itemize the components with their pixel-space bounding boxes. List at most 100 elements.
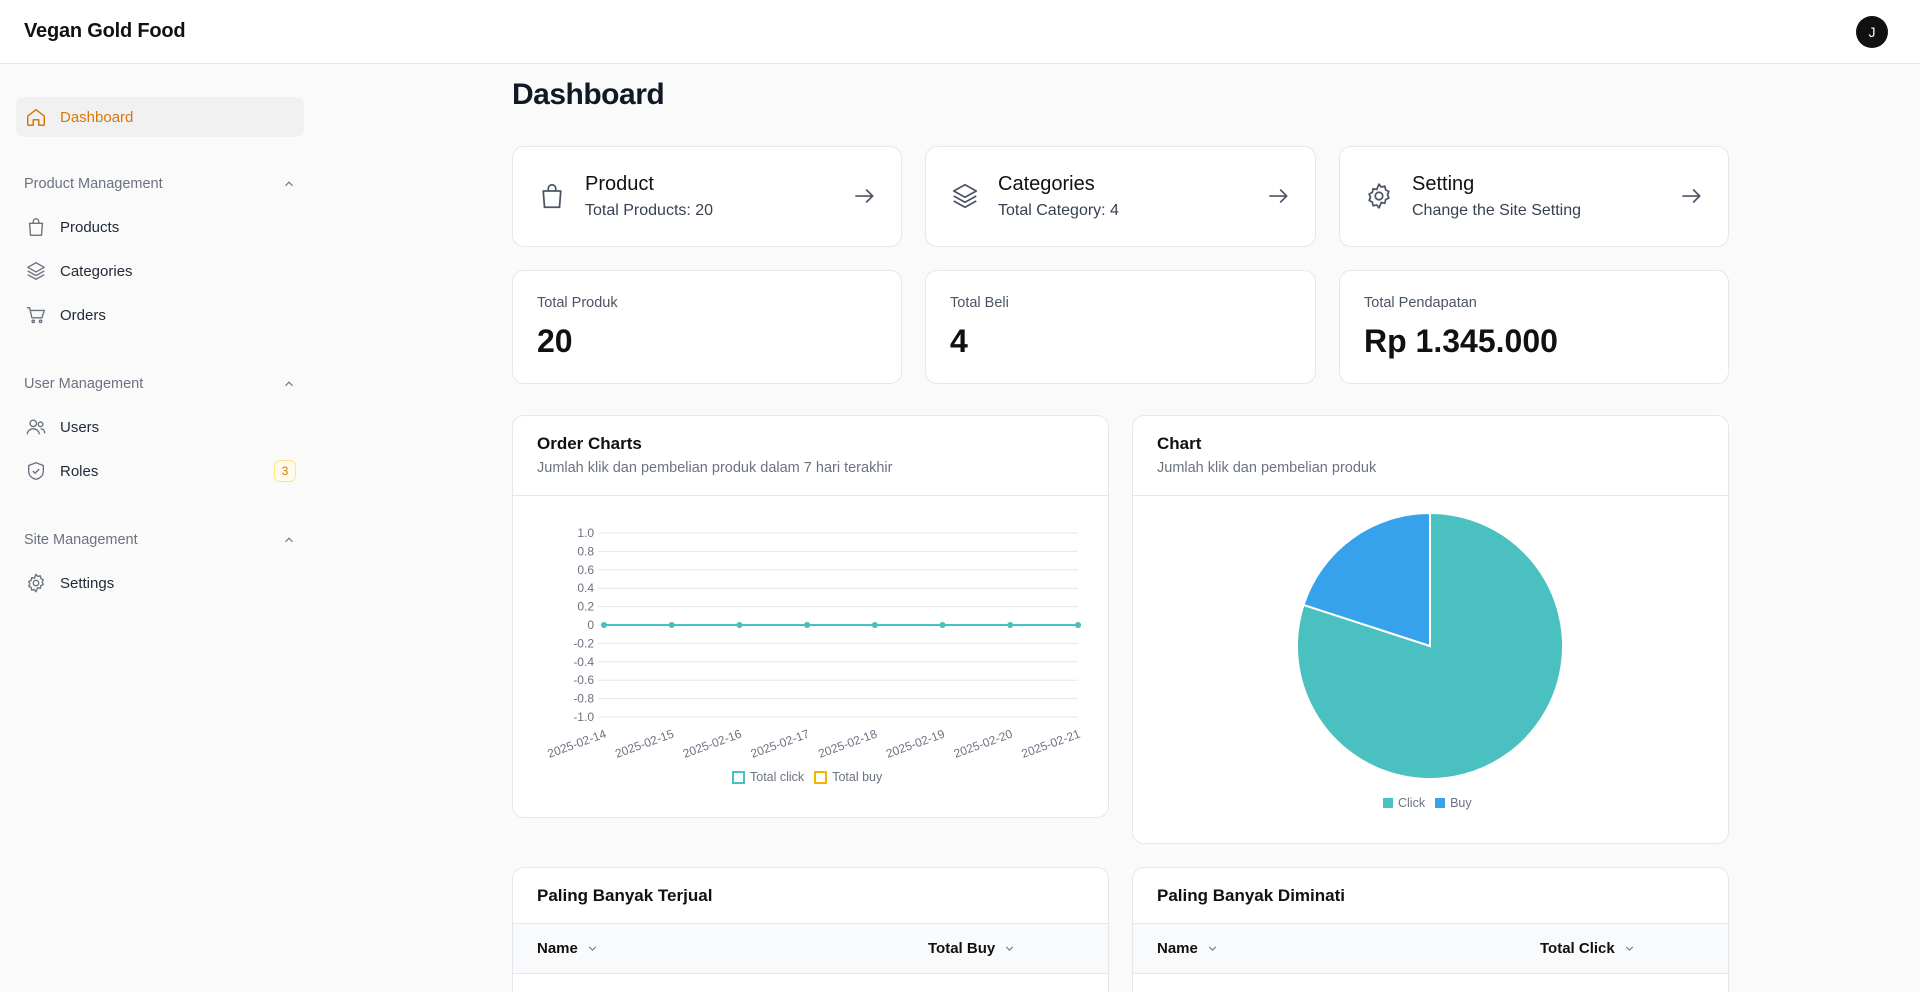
legend-label: Click [1398, 796, 1426, 810]
panel-header: Paling Banyak Terjual [513, 868, 1108, 924]
y-tick-label: -0.4 [573, 655, 594, 669]
sidebar-item-categories[interactable]: Categories [16, 251, 304, 291]
y-tick-label: -0.8 [573, 692, 594, 706]
arrow-right-icon[interactable] [1265, 183, 1291, 209]
legend-item-buy[interactable]: Buy [1435, 796, 1472, 810]
legend-item-click[interactable]: Click [1383, 796, 1425, 810]
legend-item-total-buy[interactable]: Total buy [814, 770, 882, 784]
panel-title: Paling Banyak Terjual [537, 886, 713, 905]
total-pendapatan-card: Total Pendapatan Rp 1.345.000 [1339, 270, 1729, 384]
panel-header: Chart Jumlah klik dan pembelian produk [1133, 416, 1728, 496]
layers-icon [24, 259, 48, 283]
cart-icon [24, 303, 48, 327]
card-title: Setting [1412, 173, 1475, 195]
column-header-total-buy[interactable]: Total Buy [928, 940, 1016, 957]
sidebar-item-dashboard[interactable]: Dashboard [16, 97, 304, 137]
x-tick-label: 2025-02-21 [1020, 727, 1083, 761]
panel-title: Chart [1157, 434, 1202, 453]
x-tick-label: 2025-02-19 [884, 727, 947, 761]
panel-header: Order Charts Jumlah klik dan pembelian p… [513, 416, 1108, 496]
sidebar-item-orders[interactable]: Orders [16, 295, 304, 335]
stat-label: Total Beli [950, 295, 1009, 311]
legend-label: Total click [750, 770, 805, 784]
data-point [804, 622, 811, 628]
arrow-right-icon[interactable] [851, 183, 877, 209]
x-tick-label: 2025-02-15 [613, 727, 676, 761]
categories-link-card[interactable]: Categories Total Category: 4 [925, 146, 1316, 247]
column-header-name[interactable]: Name [1157, 940, 1219, 957]
sidebar-item-settings[interactable]: Settings [16, 563, 304, 603]
best-selling-table-panel: Paling Banyak Terjual Name Total Buy [512, 867, 1109, 992]
column-header-name[interactable]: Name [537, 940, 599, 957]
group-user-management[interactable]: User Management [24, 372, 296, 396]
home-icon [24, 105, 48, 129]
y-tick-label: 1.0 [577, 526, 594, 540]
sidebar-item-label: Roles [60, 462, 99, 480]
y-tick-label: 0.4 [577, 581, 594, 595]
sidebar-item-label: Orders [60, 306, 106, 324]
legend-swatch [814, 770, 828, 784]
x-tick-label: 2025-02-17 [749, 727, 812, 761]
line-chart-legend: Total click Total buy [732, 770, 892, 784]
sidebar-item-products[interactable]: Products [16, 207, 304, 247]
stat-label: Total Produk [537, 295, 618, 311]
group-label: User Management [24, 376, 144, 392]
data-point [601, 622, 607, 628]
roles-count-badge: 3 [274, 460, 296, 482]
users-icon [24, 415, 48, 439]
chevron-up-icon [285, 381, 293, 387]
data-point [668, 622, 675, 628]
column-label: Name [537, 940, 578, 957]
sidebar-item-label: Settings [60, 574, 115, 592]
order-line-chart[interactable]: 1.0 0.8 0.6 0.4 0.2 0 -0.2 -0.4 -0.6 -0.8 -1.0 2025… [513, 516, 1108, 816]
top-bar: Vegan Gold Food J [0, 0, 1920, 64]
panel-title: Order Charts [537, 434, 642, 453]
pie-slice-buy[interactable] [1302, 511, 1431, 648]
sidebar-item-roles[interactable]: Roles 3 [16, 451, 304, 491]
product-link-card[interactable]: Product Total Products: 20 [512, 146, 902, 247]
shopping-bag-icon [542, 183, 562, 209]
sidebar-item-label: Products [60, 218, 120, 236]
chevron-down-icon [1208, 946, 1216, 951]
column-label: Total Click [1540, 940, 1615, 957]
table-header-row: Name Total Buy [513, 924, 1108, 974]
order-charts-panel: Order Charts Jumlah klik dan pembelian p… [512, 415, 1109, 818]
pie-chart-legend: Click Buy [1383, 796, 1482, 810]
group-label: Site Management [24, 532, 138, 548]
total-beli-card: Total Beli 4 [925, 270, 1316, 384]
setting-link-card[interactable]: Setting Change the Site Setting [1339, 146, 1729, 247]
card-subtitle: Total Products: 20 [585, 202, 714, 219]
column-header-total-click[interactable]: Total Click [1540, 940, 1636, 957]
chevron-up-icon [285, 537, 293, 543]
y-tick-label: 0 [587, 618, 594, 632]
card-title: Product [585, 173, 654, 195]
click-buy-pie-chart[interactable] [1133, 506, 1728, 796]
gear-icon [1368, 183, 1390, 209]
group-product-management[interactable]: Product Management [24, 172, 296, 196]
sidebar-item-label: Dashboard [60, 108, 134, 126]
sidebar-item-label: Categories [60, 262, 133, 280]
chevron-down-icon [1625, 946, 1633, 951]
app-title[interactable]: Vegan Gold Food [24, 20, 186, 42]
column-label: Total Buy [928, 940, 996, 957]
sidebar-item-users[interactable]: Users [16, 407, 304, 447]
chevron-down-icon [588, 946, 596, 951]
panel-title: Paling Banyak Diminati [1157, 886, 1345, 905]
legend-label: Total buy [832, 770, 883, 784]
card-title: Categories [998, 173, 1095, 195]
chevron-down-icon [1006, 946, 1014, 951]
y-tick-label: -0.6 [573, 673, 594, 687]
stat-label: Total Pendapatan [1364, 295, 1477, 311]
shopping-bag-icon [24, 215, 48, 239]
group-site-management[interactable]: Site Management [24, 528, 296, 552]
y-tick-label: 0.6 [577, 563, 594, 577]
chevron-up-icon [285, 181, 293, 187]
legend-swatch [1383, 798, 1393, 808]
legend-item-total-click[interactable]: Total click [732, 770, 804, 784]
stat-value: 20 [537, 323, 573, 359]
panel-subtitle: Jumlah klik dan pembelian produk [1157, 460, 1377, 476]
data-point [1075, 622, 1081, 628]
sidebar: Dashboard Product Management Products Ca… [0, 65, 320, 992]
arrow-right-icon[interactable] [1678, 183, 1704, 209]
user-avatar[interactable]: J [1856, 16, 1888, 48]
